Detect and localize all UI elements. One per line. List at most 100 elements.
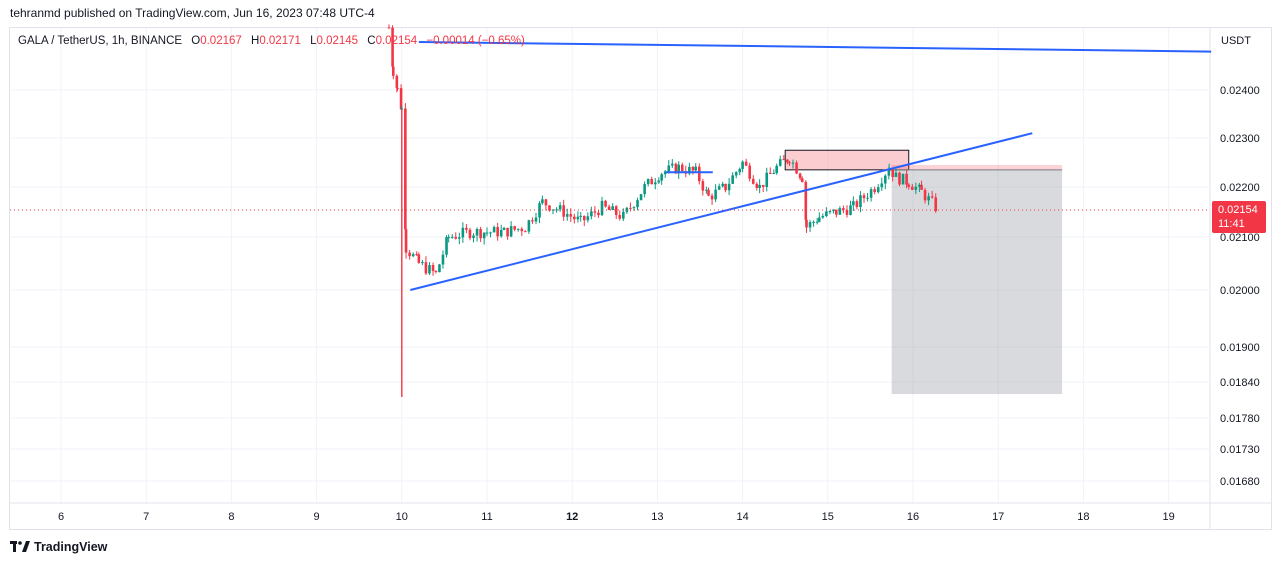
candle-body: [586, 216, 590, 221]
candle-body: [727, 183, 731, 191]
candle-body: [482, 232, 486, 239]
candle-body: [465, 227, 468, 230]
x-tick-label: 19: [1162, 511, 1174, 523]
candle-body: [541, 199, 544, 204]
candle-body: [918, 184, 921, 187]
candle-body: [873, 189, 876, 193]
y-tick-label: 0.02300: [1220, 133, 1260, 145]
candle-body: [862, 195, 866, 199]
candle-body: [447, 237, 450, 239]
x-tick-label: 12: [566, 511, 578, 523]
candle-body: [544, 199, 548, 206]
x-tick-label: 8: [228, 511, 234, 523]
candle-body: [866, 197, 869, 199]
candle-body: [701, 181, 705, 191]
candle-body: [804, 181, 808, 220]
last-price-value: 0.02154: [1218, 204, 1258, 216]
candle-body: [650, 179, 654, 185]
candle-body: [910, 186, 914, 190]
candle-body: [782, 159, 786, 161]
low-value: 0.02145: [316, 35, 359, 47]
candle-body: [677, 164, 680, 174]
candle-body: [520, 228, 524, 232]
y-tick-label: 0.02100: [1220, 232, 1260, 244]
symbol-label: GALA / TetherUS, 1h, BINANCE: [18, 35, 183, 47]
candle-body: [614, 206, 618, 216]
candle-body: [838, 208, 842, 215]
short-position-stop-zone: [891, 164, 1063, 170]
candle-body: [391, 27, 394, 67]
candle-body: [573, 216, 576, 220]
candle-body: [590, 211, 593, 217]
candle-body: [506, 227, 509, 237]
change-value: −0.00014 (−0.65%): [426, 35, 525, 47]
candle-body: [852, 201, 855, 206]
candle-body: [772, 172, 776, 174]
trendline-1[interactable]: [418, 41, 1212, 53]
candle-body: [611, 206, 614, 210]
candle-body: [531, 220, 534, 222]
candle-body: [800, 178, 804, 182]
open-value: 0.02167: [200, 35, 242, 47]
x-tick-label: 13: [651, 511, 663, 523]
candle-body: [741, 161, 744, 169]
candle-body: [821, 216, 825, 218]
candle-body: [454, 236, 458, 239]
candle-body: [629, 207, 632, 209]
candle-countdown: 11:41: [1218, 218, 1245, 230]
candle-body: [502, 227, 506, 230]
candle-body: [786, 159, 789, 163]
candle-body: [934, 197, 938, 212]
candle-body: [869, 189, 873, 198]
candle-body: [632, 207, 636, 209]
candle-body: [524, 231, 527, 233]
candle-body: [639, 194, 643, 201]
candle-body: [905, 173, 908, 185]
candle-body: [421, 262, 424, 264]
trendline-0[interactable]: [410, 132, 1033, 291]
candle-body: [721, 183, 725, 187]
high-label: H: [251, 35, 260, 47]
candle-body: [468, 229, 472, 239]
candle-body: [399, 88, 403, 110]
chart-frame[interactable]: [9, 27, 1272, 530]
candle-body: [842, 208, 845, 210]
candle-body: [597, 212, 600, 216]
candle-body: [582, 215, 586, 221]
candle-body: [812, 221, 815, 223]
candle-body: [884, 175, 887, 184]
y-tick-label: 0.01900: [1220, 342, 1260, 354]
candle-body: [411, 254, 415, 257]
tradingview-logo-icon: [10, 541, 30, 553]
candle-body: [907, 184, 911, 187]
candle-body: [569, 214, 573, 217]
candle-body: [680, 164, 684, 172]
candle-body: [527, 220, 531, 232]
candle-body: [815, 221, 819, 223]
candle-body: [548, 205, 551, 211]
candle-body: [710, 195, 714, 200]
close-label: C: [367, 35, 376, 47]
candle-body: [927, 196, 930, 201]
candle-body: [428, 265, 431, 274]
x-tick-label: 10: [396, 511, 408, 523]
candle-body: [431, 265, 435, 271]
candle-body: [891, 168, 894, 177]
candle-body: [534, 217, 538, 222]
candle-body: [734, 172, 738, 176]
candle-body: [643, 184, 646, 195]
candle-body: [555, 209, 558, 211]
candle-body: [832, 209, 835, 212]
sell-zone-zone: [784, 149, 910, 171]
candle-body: [744, 161, 748, 166]
candle-body: [898, 172, 901, 185]
candle-body: [485, 232, 489, 234]
y-tick-label: 0.02000: [1220, 285, 1260, 297]
candle-body: [387, 27, 391, 29]
candle-body: [798, 173, 802, 179]
candle-body: [496, 227, 499, 237]
currency-label: USDT: [1221, 35, 1251, 47]
ohlc-legend: GALA / TetherUS, 1h, BINANCE O0.02167 H0…: [18, 35, 525, 47]
candle-body: [450, 236, 454, 238]
